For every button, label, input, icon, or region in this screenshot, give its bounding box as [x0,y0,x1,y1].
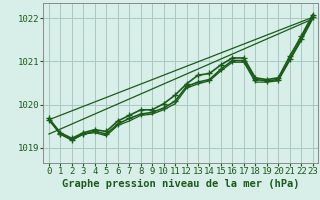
X-axis label: Graphe pression niveau de la mer (hPa): Graphe pression niveau de la mer (hPa) [62,179,300,189]
